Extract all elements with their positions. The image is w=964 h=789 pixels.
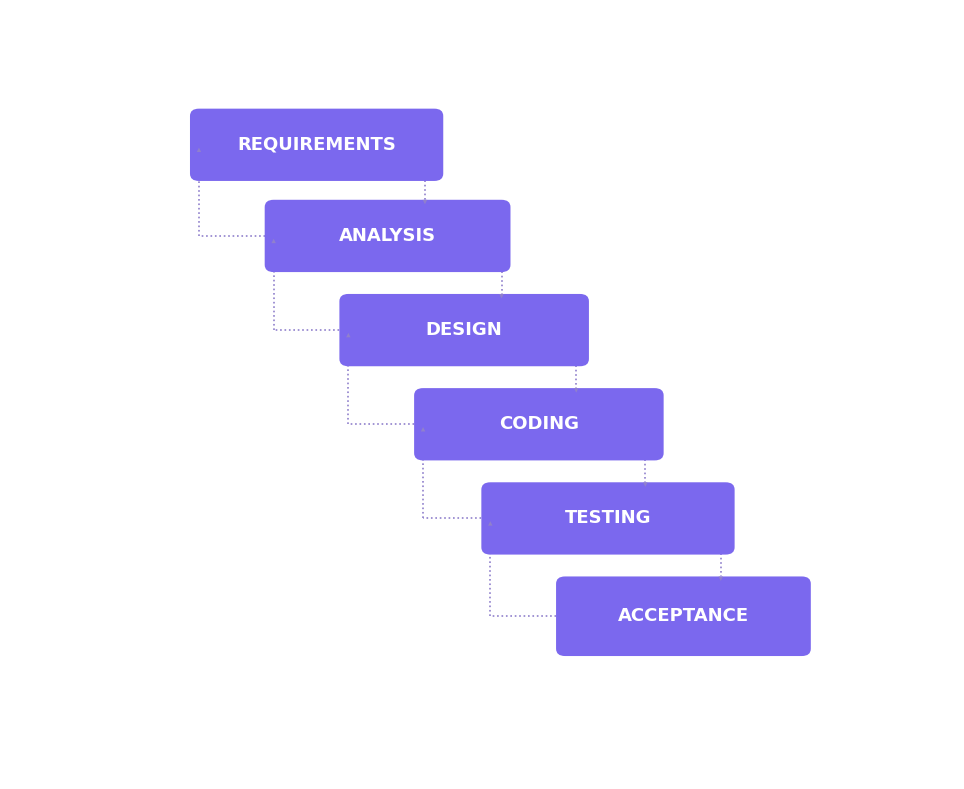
Text: ANALYSIS: ANALYSIS — [339, 227, 436, 245]
FancyBboxPatch shape — [415, 388, 663, 461]
FancyBboxPatch shape — [556, 577, 811, 656]
FancyBboxPatch shape — [265, 200, 511, 272]
FancyBboxPatch shape — [190, 109, 443, 181]
Text: REQUIREMENTS: REQUIREMENTS — [237, 136, 396, 154]
Text: TESTING: TESTING — [565, 510, 652, 527]
Text: ACCEPTANCE: ACCEPTANCE — [618, 608, 749, 625]
FancyBboxPatch shape — [339, 294, 589, 366]
FancyBboxPatch shape — [481, 482, 735, 555]
Text: CODING: CODING — [499, 415, 578, 433]
Text: DESIGN: DESIGN — [426, 321, 502, 339]
